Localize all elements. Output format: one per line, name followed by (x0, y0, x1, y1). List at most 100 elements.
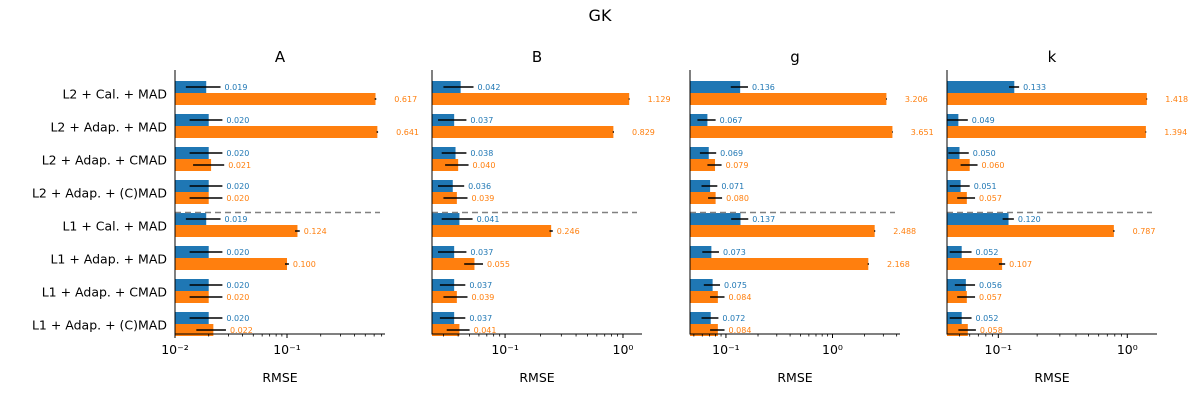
value-label: 0.617 (394, 95, 417, 104)
value-label: 0.039 (471, 293, 494, 302)
value-label: 0.246 (557, 227, 580, 236)
x-axis-label: RMSE (262, 370, 297, 385)
value-label: 0.020 (226, 149, 249, 158)
value-label: 0.042 (478, 83, 501, 92)
value-label: 0.020 (226, 116, 249, 125)
value-label: 1.129 (648, 95, 671, 104)
value-label: 0.037 (470, 116, 493, 125)
value-label: 0.100 (293, 260, 316, 269)
bar-series2 (947, 93, 1147, 105)
x-tick-label: 10⁰ (1117, 342, 1138, 357)
value-label: 0.120 (1018, 215, 1041, 224)
bar-series1 (690, 312, 711, 324)
bar-series2 (947, 225, 1114, 237)
value-label: 0.020 (226, 194, 249, 203)
panel-1: A 0.019 0.617 0.020 0.641 0.020 0.021 0.020 0.02… (161, 48, 419, 385)
bar-series2 (175, 324, 214, 336)
x-tick-label: 10⁻¹ (273, 342, 301, 357)
value-label: 0.787 (1133, 227, 1156, 236)
value-label: 3.206 (905, 95, 928, 104)
x-tick-label: 10⁻¹ (491, 342, 519, 357)
value-label: 0.057 (979, 293, 1002, 302)
bar-series2 (690, 258, 869, 270)
bar-series2 (432, 126, 614, 138)
value-label: 0.137 (752, 215, 775, 224)
category-label: L2 + Adap. + (C)MAD (32, 186, 167, 201)
bar-series2 (690, 324, 718, 336)
bar-series2 (947, 192, 967, 204)
value-label: 0.124 (304, 227, 327, 236)
bar-series2 (947, 291, 967, 303)
bar-series1 (947, 213, 1009, 225)
value-label: 0.039 (471, 194, 494, 203)
value-label: 0.075 (724, 281, 747, 290)
value-label: 0.060 (982, 161, 1005, 170)
bar-series2 (947, 324, 968, 336)
value-label: 0.056 (979, 281, 1002, 290)
panel-2: B 0.042 1.129 0.037 0.829 0.038 0.040 0.036 0.03… (431, 48, 671, 385)
value-label: 0.829 (632, 128, 655, 137)
value-label: 0.020 (226, 293, 249, 302)
bar-series1 (690, 180, 711, 192)
value-label: 0.020 (226, 248, 249, 257)
x-tick-label: 10⁻¹ (712, 342, 740, 357)
bar-series2 (690, 192, 716, 204)
value-label: 2.488 (893, 227, 916, 236)
value-label: 0.020 (226, 281, 249, 290)
bar-series2 (947, 126, 1146, 138)
bar-series2 (947, 258, 1003, 270)
value-label: 0.058 (980, 326, 1003, 335)
value-label: 1.394 (1164, 128, 1187, 137)
category-label: L1 + Adap. + (C)MAD (32, 318, 167, 333)
value-label: 0.040 (473, 161, 496, 170)
value-label: 0.057 (979, 194, 1002, 203)
value-label: 0.020 (226, 182, 249, 191)
value-label: 0.071 (721, 182, 744, 191)
x-tick-label: 10⁰ (613, 342, 634, 357)
bar-series2 (175, 126, 378, 138)
bar-series2 (432, 324, 460, 336)
value-label: 0.037 (469, 314, 492, 323)
category-label: L1 + Cal. + MAD (62, 219, 167, 234)
bar-series2 (432, 159, 459, 171)
value-label: 0.067 (720, 116, 743, 125)
panel-3: g 0.136 3.206 0.067 3.651 0.069 0.079 0.071 0.08… (689, 48, 934, 385)
value-label: 0.084 (729, 293, 752, 302)
panel-title: B (532, 48, 542, 66)
value-label: 0.080 (726, 194, 749, 203)
value-label: 0.052 (976, 248, 999, 257)
bar-series2 (690, 126, 893, 138)
value-label: 0.050 (973, 149, 996, 158)
panel-4: k 0.133 1.418 0.049 1.394 0.050 0.060 0.051 0.05… (946, 48, 1188, 385)
value-label: 0.038 (470, 149, 493, 158)
panel-title: g (790, 48, 800, 66)
value-label: 1.418 (1165, 95, 1188, 104)
value-label: 0.037 (469, 281, 492, 290)
value-label: 0.021 (228, 161, 251, 170)
value-label: 2.168 (887, 260, 910, 269)
bar-series1 (690, 213, 741, 225)
panel-title: A (275, 48, 286, 66)
bar-series1 (690, 147, 709, 159)
value-label: 0.049 (972, 116, 995, 125)
x-axis-label: RMSE (1034, 370, 1069, 385)
category-label: L2 + Adap. + CMAD (42, 153, 167, 168)
value-label: 0.084 (729, 326, 752, 335)
bar-series2 (432, 93, 630, 105)
value-label: 3.651 (911, 128, 934, 137)
value-label: 0.641 (396, 128, 419, 137)
bar-series1 (690, 279, 713, 291)
bar-series2 (175, 258, 287, 270)
category-label: L2 + Cal. + MAD (62, 87, 167, 102)
value-label: 0.079 (726, 161, 749, 170)
value-label: 0.020 (226, 314, 249, 323)
value-label: 0.051 (974, 182, 997, 191)
category-label: L2 + Adap. + MAD (50, 120, 167, 135)
value-label: 0.136 (752, 83, 775, 92)
value-label: 0.133 (1023, 83, 1046, 92)
bar-series2 (690, 93, 887, 105)
value-label: 0.036 (468, 182, 491, 191)
bar-series2 (432, 258, 475, 270)
value-label: 0.073 (723, 248, 746, 257)
